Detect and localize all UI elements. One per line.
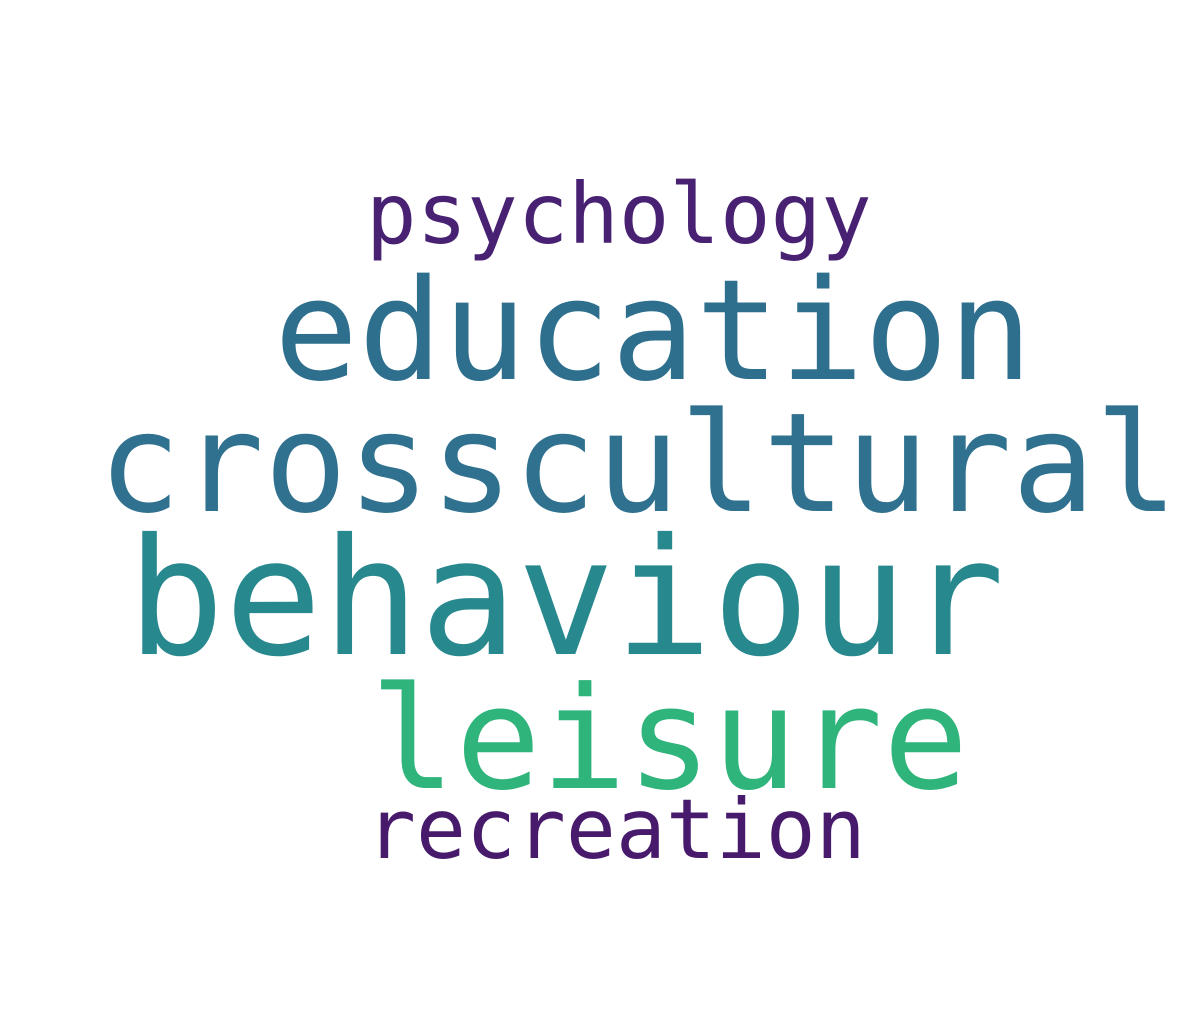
word-leisure: leisure: [370, 657, 969, 822]
word-crosscultural: crosscultural: [98, 383, 1179, 544]
word-psychology: psychology: [366, 165, 872, 263]
word-education: education: [274, 250, 1033, 413]
word-behaviour: behaviour: [127, 505, 1005, 693]
word-recreation: recreation: [366, 781, 866, 878]
